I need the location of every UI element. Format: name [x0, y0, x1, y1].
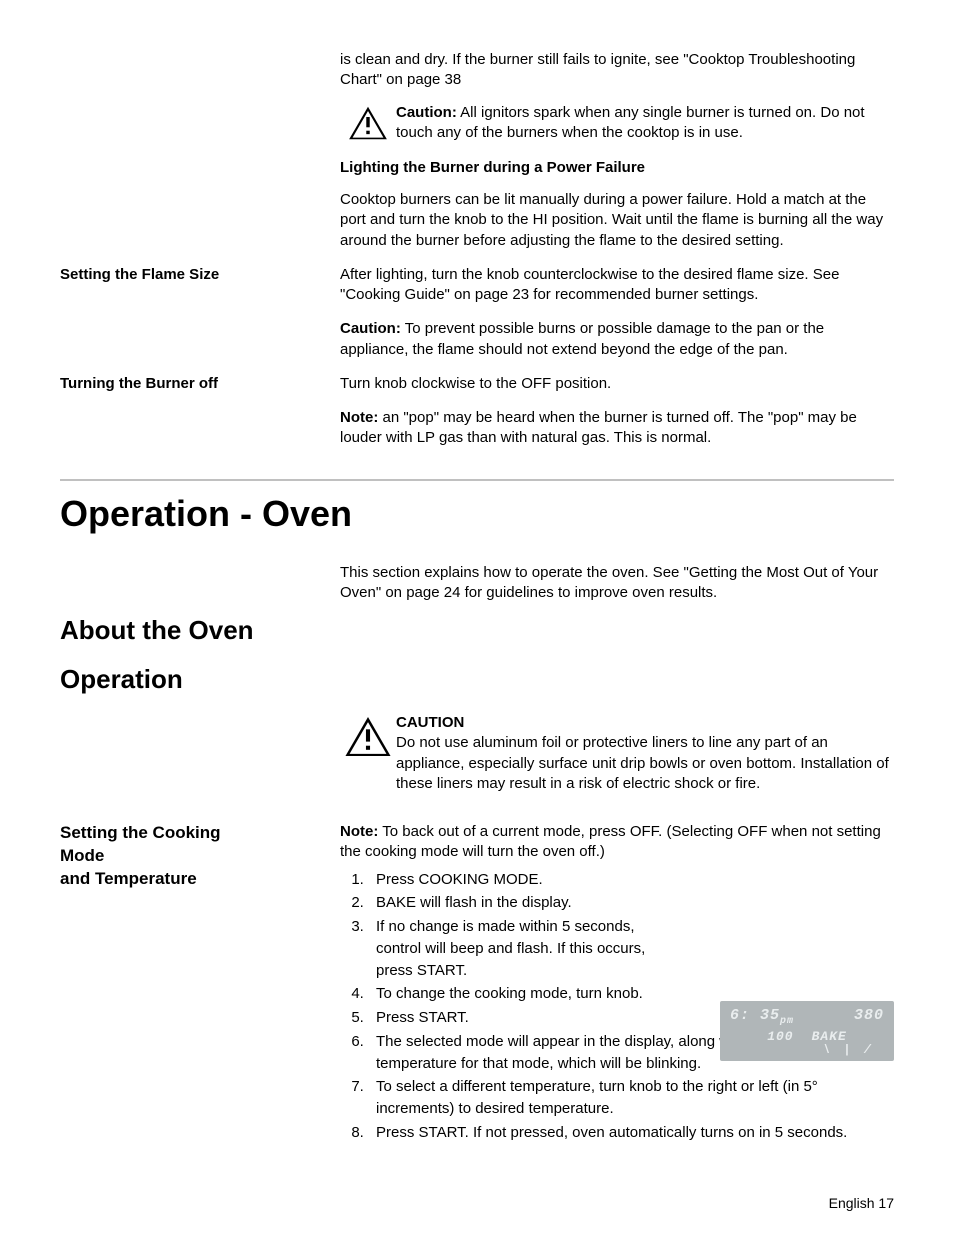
- step-item: BAKE will flash in the display.: [368, 892, 668, 914]
- oven-display-panel: 6: 35pm 380 100 BAKE \ | /: [720, 1001, 894, 1061]
- off-note-label: Note:: [340, 409, 378, 426]
- side-cooking-mode-l2: Mode: [60, 845, 320, 868]
- flame-caution-label: Caution:: [340, 320, 401, 337]
- caution-block-ignitors: Caution: All ignitors spark when any sin…: [340, 103, 894, 144]
- caution-text: All ignitors spark when any single burne…: [396, 104, 865, 141]
- cont-paragraph: is clean and dry. If the burner still fa…: [340, 50, 894, 91]
- panel-time: 6: 35: [730, 1007, 780, 1024]
- subhead-power-failure: Lighting the Burner during a Power Failu…: [340, 159, 894, 176]
- off-note-text: an "pop" may be heard when the burner is…: [340, 409, 857, 446]
- h2-operation: Operation: [60, 664, 894, 695]
- step-item: Press COOKING MODE.: [368, 869, 668, 891]
- step-item: To select a different temperature, turn …: [368, 1076, 894, 1120]
- h2-about-oven: About the Oven: [60, 615, 894, 646]
- caution-label: Caution:: [396, 104, 457, 121]
- caution-body: Do not use aluminum foil or protective l…: [396, 733, 894, 794]
- oven-intro: This section explains how to operate the…: [340, 563, 894, 604]
- panel-time-suffix: pm: [780, 1016, 794, 1027]
- warning-icon: [340, 713, 396, 758]
- caution-block-foil: CAUTION Do not use aluminum foil or prot…: [340, 713, 894, 794]
- mode-note-text: To back out of a current mode, press OFF…: [340, 823, 881, 860]
- panel-indicator: \ | /: [823, 1043, 874, 1057]
- side-flame-size: Setting the Flame Size: [60, 265, 340, 360]
- caution-head: CAUTION: [396, 713, 894, 733]
- flame-caution-text: To prevent possible burns or possible da…: [340, 320, 824, 357]
- warning-icon: [340, 103, 396, 141]
- step-item: If no change is made within 5 seconds, c…: [368, 916, 668, 981]
- step-item: Press START. If not pressed, oven automa…: [368, 1122, 894, 1144]
- side-burner-off: Turning the Burner off: [60, 374, 340, 449]
- panel-oven-temp: 100: [767, 1029, 793, 1044]
- mode-note-label: Note:: [340, 823, 378, 840]
- side-cooking-mode-l1: Setting the Cooking: [60, 822, 320, 845]
- side-cooking-mode: Setting the Cooking Mode and Temperature: [60, 822, 340, 1146]
- off-para1: Turn knob clockwise to the OFF position.: [340, 374, 894, 394]
- section-divider: [60, 479, 894, 481]
- h1-operation-oven: Operation - Oven: [60, 493, 894, 535]
- panel-mode: BAKE: [812, 1029, 847, 1044]
- panel-temp: 380: [854, 1007, 884, 1027]
- side-cooking-mode-l3: and Temperature: [60, 868, 320, 891]
- page-footer: English 17: [829, 1195, 894, 1211]
- power-failure-para: Cooktop burners can be lit manually duri…: [340, 190, 894, 251]
- flame-para1: After lighting, turn the knob counterclo…: [340, 265, 894, 306]
